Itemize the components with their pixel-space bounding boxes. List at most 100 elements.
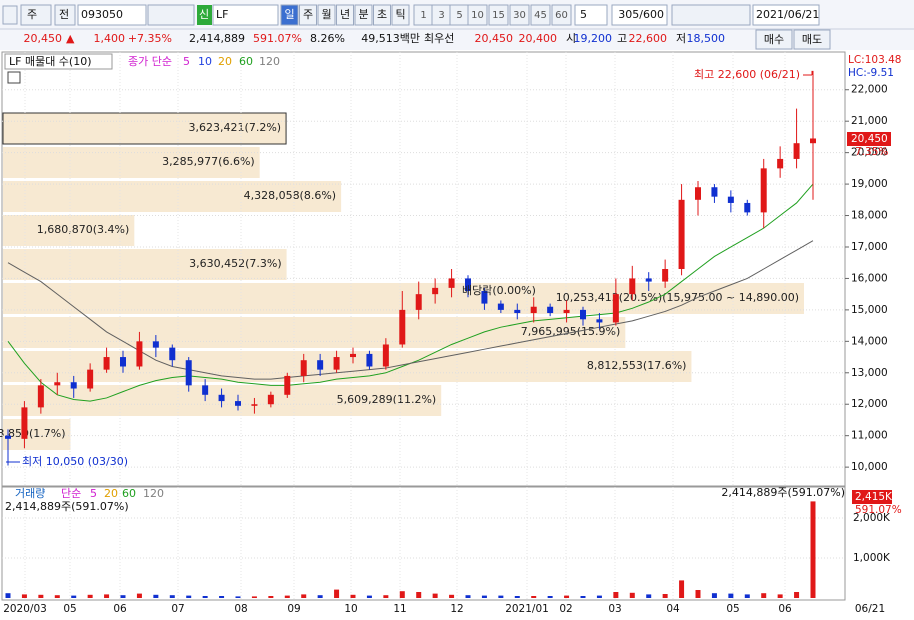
volume-legend-period: 60 — [122, 487, 136, 500]
period-button[interactable] — [391, 4, 410, 26]
candle-body — [760, 168, 767, 213]
volume-profile-bar — [3, 419, 71, 450]
volume-bar — [169, 595, 175, 598]
volume-bar — [449, 594, 455, 598]
candle-body — [317, 360, 324, 370]
ask: 20,450 — [475, 32, 514, 45]
volume-bar — [646, 594, 652, 598]
y-tick-label: 16,000 — [851, 272, 888, 284]
buy-button[interactable] — [755, 29, 793, 50]
sell-button[interactable] — [793, 29, 831, 50]
change-pct: +7.35% — [128, 32, 172, 45]
candle-body — [596, 319, 603, 323]
volume-profile-label: 4,328,058(8.6%) — [244, 189, 337, 202]
low-annotation: 최저 10,050 (03/30) — [22, 455, 128, 468]
interval-button[interactable] — [551, 4, 572, 26]
volume-bar — [399, 591, 405, 598]
price-tag — [847, 132, 891, 146]
period-button[interactable] — [336, 4, 354, 26]
interval: 15 — [492, 10, 505, 21]
y-tick-label: 11,000 — [851, 430, 888, 442]
candle-body — [497, 303, 504, 310]
date: 2021/06/21 — [756, 8, 819, 21]
volume-legend-period: 20 — [104, 487, 118, 500]
market-select[interactable] — [20, 4, 52, 26]
name-input[interactable] — [212, 4, 279, 26]
volume-bar — [251, 596, 257, 598]
candle-body — [366, 353, 373, 367]
volume-bar — [284, 595, 290, 598]
candle-body — [87, 369, 94, 389]
volume-bar — [432, 593, 438, 598]
date-box[interactable] — [752, 4, 820, 26]
volume-bar — [416, 592, 422, 598]
candle-body — [547, 306, 554, 314]
interval-select-box[interactable] — [574, 4, 608, 26]
volume-bar — [235, 596, 241, 598]
prev-button[interactable] — [54, 4, 76, 26]
volume-profile-label: 3,285,977(6.6%) — [162, 155, 255, 168]
high-annotation: 최고 22,600 (06/21) — [694, 68, 800, 81]
candle-body — [152, 341, 159, 348]
volume-bar — [613, 592, 619, 598]
volume-last-right: 2,414,889주(591.07%) — [721, 486, 845, 499]
volume-bar — [679, 580, 685, 598]
y-tick-label: 21,000 — [851, 115, 888, 127]
prev: 전 — [59, 8, 69, 21]
legend-title: LF 매물대 수(10) — [9, 55, 92, 68]
tool-icons[interactable] — [671, 4, 751, 26]
volume-bar — [531, 596, 537, 598]
arrow: ▲ — [66, 32, 75, 45]
period-button[interactable] — [299, 4, 317, 26]
period-button[interactable] — [317, 4, 336, 26]
search-tools[interactable] — [147, 4, 195, 26]
candle-body — [465, 278, 471, 292]
candle-body — [251, 404, 258, 406]
interval-button[interactable] — [467, 4, 488, 26]
x-tick-label: 05 — [63, 603, 76, 615]
candle-body — [21, 407, 28, 439]
x-tick-label: 11 — [393, 603, 406, 615]
volume-bar — [350, 594, 356, 598]
candle-body — [530, 306, 537, 314]
low: 18,500 — [687, 32, 726, 45]
period-button[interactable] — [354, 4, 373, 26]
interval: 1 — [420, 10, 426, 21]
candle-body — [432, 287, 439, 295]
volume-bar — [794, 592, 800, 598]
interval-button[interactable] — [530, 4, 551, 26]
menu-icon[interactable] — [2, 5, 18, 25]
candle-body — [793, 143, 800, 159]
volume-bar — [301, 594, 307, 598]
volume-profile-bar — [2, 112, 287, 145]
y-tick-label: 13,000 — [851, 367, 888, 379]
interval-button[interactable] — [509, 4, 530, 26]
period-button[interactable] — [373, 4, 391, 26]
period-button[interactable] — [280, 4, 299, 26]
interval-button[interactable] — [488, 4, 509, 26]
volume-legend-title: 거래량 — [15, 487, 45, 500]
volume-profile-bar — [3, 249, 287, 280]
y-tick-label: 18,000 — [851, 210, 888, 222]
interval: 30 — [513, 10, 526, 21]
candle-body — [810, 138, 816, 144]
candle-body — [382, 344, 389, 367]
name: LF — [216, 8, 228, 21]
volume-bar — [596, 595, 602, 598]
y-tick-label: 20,000 — [851, 147, 888, 159]
candle-body — [218, 394, 225, 402]
x-tick-label: 08 — [234, 603, 247, 615]
candle-body — [711, 187, 718, 197]
volume-bar — [71, 595, 77, 598]
x-tick-label: 02 — [559, 603, 572, 615]
buy[interactable]: 매수 — [764, 33, 784, 46]
count-box[interactable] — [611, 4, 668, 26]
volume-bar — [21, 594, 27, 598]
volume-bar — [662, 594, 668, 598]
candle-body — [70, 382, 77, 389]
code-input[interactable] — [77, 4, 147, 26]
candle-body — [580, 309, 586, 320]
y-tick-label: 19,000 — [851, 178, 888, 190]
sell[interactable]: 매도 — [802, 33, 822, 46]
legend-ma-label: 종가 단순 — [128, 55, 172, 68]
